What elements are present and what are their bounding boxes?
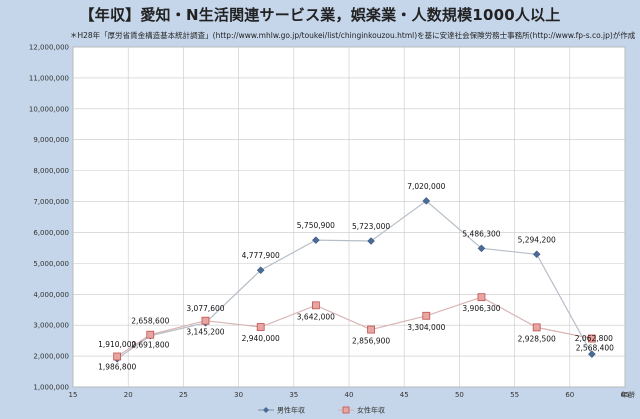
male-data-label: 3,077,600 [186, 304, 224, 313]
female-data-point [422, 311, 431, 320]
x-tick-label: 25 [179, 391, 188, 399]
x-axis-title: 年齢 [621, 390, 635, 399]
x-tick-label: 55 [510, 391, 519, 399]
series-line-1 [116, 200, 593, 360]
male-data-label: 5,486,300 [462, 229, 500, 238]
male-data-point [532, 250, 541, 259]
male-data-point [256, 266, 265, 275]
legend-marker-female [342, 406, 350, 414]
x-tick-label: 50 [455, 391, 464, 399]
female-data-point [477, 293, 486, 302]
y-tick-label: 9,000,000 [33, 136, 69, 144]
male-data-point [367, 237, 375, 245]
y-tick-label: 8,000,000 [33, 167, 69, 175]
female-data-label: 3,145,200 [186, 328, 224, 337]
male-data-label: 7,020,000 [407, 182, 445, 191]
axes: 1,000,000 2,000,000 3,000,000 4,000,000 5,00… [29, 44, 635, 400]
x-tick-label: 45 [400, 391, 409, 399]
male-data-label: 5,750,900 [297, 221, 335, 230]
series-layer [113, 197, 596, 363]
female-data-label: 2,691,800 [131, 341, 169, 350]
female-data-point [146, 330, 155, 339]
x-tick-label: 65 [621, 391, 630, 399]
male-data-label: 4,777,900 [242, 251, 280, 260]
x-tick-label: 40 [345, 391, 354, 399]
legend: 男性年収 女性年収 [258, 406, 385, 415]
x-tick-label: 15 [69, 391, 78, 399]
female-data-point [367, 325, 375, 334]
female-data-label: 1,986,800 [98, 362, 136, 371]
y-tick-label: 5,000,000 [33, 260, 69, 268]
y-tick-label: 7,000,000 [33, 198, 69, 206]
male-data-point [477, 244, 486, 253]
y-tick-label: 11,000,000 [29, 74, 69, 82]
male-data-label: 2,658,600 [131, 317, 169, 326]
chart-title: 【年収】愛知・N生活関連サービス業，娯楽業・人数規模1000人以上 [79, 6, 561, 24]
male-data-point [588, 350, 596, 359]
female-data-label: 2,568,400 [576, 344, 614, 353]
x-tick-label: 60 [565, 391, 574, 399]
female-data-label: 2,856,900 [352, 337, 390, 346]
x-tick-label: 35 [289, 391, 298, 399]
chart-subtitle: ＊H28年「厚労省賃金構造基本統計調査」(http://www.mhlw.go.… [70, 31, 636, 40]
male-data-label: 1,910,000 [98, 340, 136, 349]
male-data-label: 2,062,800 [575, 334, 613, 343]
female-data-point [113, 352, 122, 361]
y-tick-label: 4,000,000 [33, 291, 69, 299]
male-data-label: 5,723,000 [352, 222, 390, 231]
male-data-point [422, 197, 431, 205]
gridlines [72, 46, 626, 388]
female-data-point [201, 316, 210, 325]
female-data-point [532, 323, 541, 332]
y-tick-label: 10,000,000 [29, 105, 69, 113]
male-data-label: 5,294,200 [518, 235, 556, 244]
x-tick-label: 30 [234, 391, 243, 399]
female-data-label: 3,906,300 [462, 304, 500, 313]
data-labels: 1,910,000 2,658,600 3,077,600 4,777,900 5,75… [98, 182, 614, 372]
legend-label-2: 女性年収 [357, 406, 385, 415]
female-data-label: 3,642,000 [297, 312, 335, 321]
female-data-label: 3,304,000 [407, 323, 445, 332]
series-line-2 [116, 296, 592, 358]
y-tick-label: 3,000,000 [33, 322, 69, 330]
female-data-point [311, 301, 320, 310]
female-data-point [256, 323, 265, 331]
y-tick-label: 1,000,000 [33, 384, 69, 392]
legend-label-1: 男性年収 [277, 406, 305, 415]
x-tick-label: 20 [124, 391, 133, 399]
y-tick-label: 2,000,000 [33, 353, 69, 361]
y-tick-label: 6,000,000 [33, 229, 69, 237]
female-data-label: 2,940,000 [242, 334, 280, 343]
female-data-label: 2,928,500 [518, 334, 556, 343]
male-data-point [312, 236, 320, 245]
female-data-point [587, 334, 596, 343]
legend-marker-male [263, 407, 269, 413]
y-tick-label: 12,000,000 [29, 44, 69, 52]
